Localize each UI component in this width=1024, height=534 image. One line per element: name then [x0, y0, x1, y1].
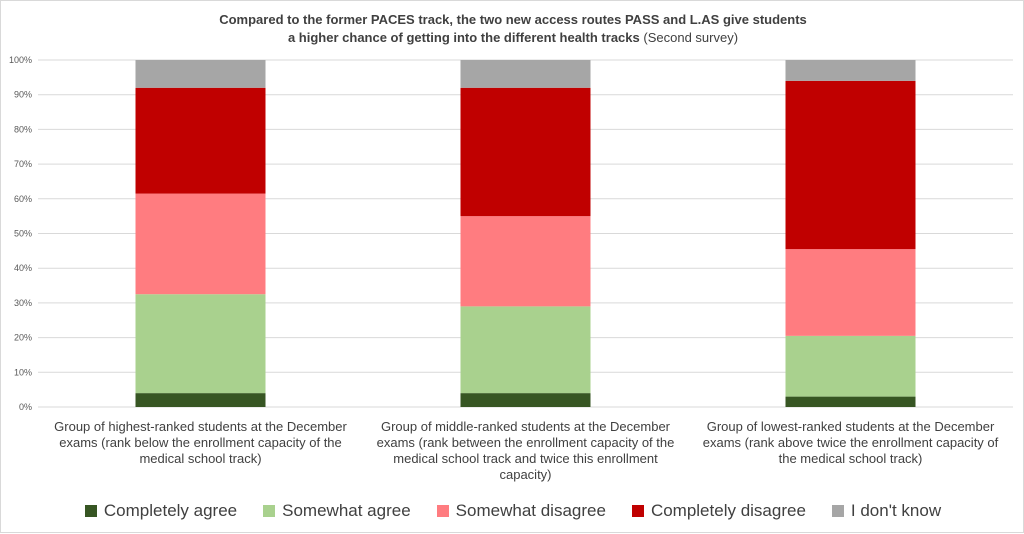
legend: Completely agree Somewhat agree Somewhat d…: [1, 501, 1024, 521]
y-tick-label: 80%: [14, 124, 32, 134]
bar-segment: [785, 60, 916, 81]
legend-swatch: [84, 505, 97, 517]
bar-segment: [785, 396, 916, 407]
legend-item: I don't know: [831, 501, 942, 521]
legend-swatch: [831, 505, 844, 517]
legend-label: Completely disagree: [650, 501, 806, 520]
x-tick-label: capacity): [499, 467, 551, 482]
bar-segment: [135, 193, 266, 295]
bar-segment: [460, 216, 591, 307]
x-tick-label: exams (rank above twice the enrollment c…: [703, 435, 999, 450]
y-tick-label: 50%: [14, 229, 32, 239]
y-tick-label: 60%: [14, 194, 32, 204]
chart-title-line2: a higher chance of getting into the diff…: [287, 30, 640, 45]
x-tick-label: Group of middle-ranked students at the D…: [381, 419, 671, 434]
legend-swatch: [263, 505, 276, 517]
legend-swatch: [436, 505, 449, 517]
x-tick-label: medical school track): [139, 451, 261, 466]
y-tick-label: 90%: [14, 90, 32, 100]
legend-label: I don't know: [850, 501, 942, 520]
bar-segment: [460, 393, 591, 407]
bar-segment: [135, 87, 266, 194]
x-tick-label: exams (rank below the enrollment capacit…: [59, 435, 342, 450]
y-tick-label: 10%: [14, 367, 32, 377]
legend-label: Somewhat agree: [282, 501, 411, 520]
chart-title: Compared to the former PACES track, the …: [1, 11, 1024, 47]
legend-swatch: [631, 505, 644, 517]
y-tick-label: 40%: [14, 263, 32, 273]
bar-segment: [785, 335, 916, 397]
x-tick-label: the medical school track): [779, 451, 923, 466]
chart-title-suffix: (Second survey): [643, 30, 739, 45]
y-tick-label: 100%: [9, 55, 32, 65]
chart-title-line1: Compared to the former PACES track, the …: [219, 12, 807, 27]
legend-item: Completely disagree: [631, 501, 806, 521]
bar-segment: [785, 249, 916, 336]
legend-label: Completely agree: [103, 501, 238, 520]
bar-segment: [135, 294, 266, 394]
legend-item: Somewhat agree: [263, 501, 411, 521]
y-tick-label: 20%: [14, 333, 32, 343]
x-tick-label: exams (rank between the enrollment capac…: [377, 435, 675, 450]
y-tick-label: 70%: [14, 159, 32, 169]
bar-segment: [135, 60, 266, 88]
bar-segment: [460, 306, 591, 394]
x-tick-label: Group of lowest-ranked students at the D…: [707, 419, 995, 434]
bar-segment: [785, 80, 916, 250]
legend-item: Completely agree: [84, 501, 238, 521]
legend-label: Somewhat disagree: [455, 501, 606, 520]
y-tick-label: 0%: [19, 402, 32, 412]
bar-segment: [460, 60, 591, 88]
x-tick-label: Group of highest-ranked students at the …: [54, 419, 347, 434]
y-tick-label: 30%: [14, 298, 32, 308]
x-tick-label: medical school track and twice this enro…: [393, 451, 658, 466]
bar-segment: [135, 393, 266, 407]
bar-segment: [460, 87, 591, 217]
legend-item: Somewhat disagree: [436, 501, 606, 521]
